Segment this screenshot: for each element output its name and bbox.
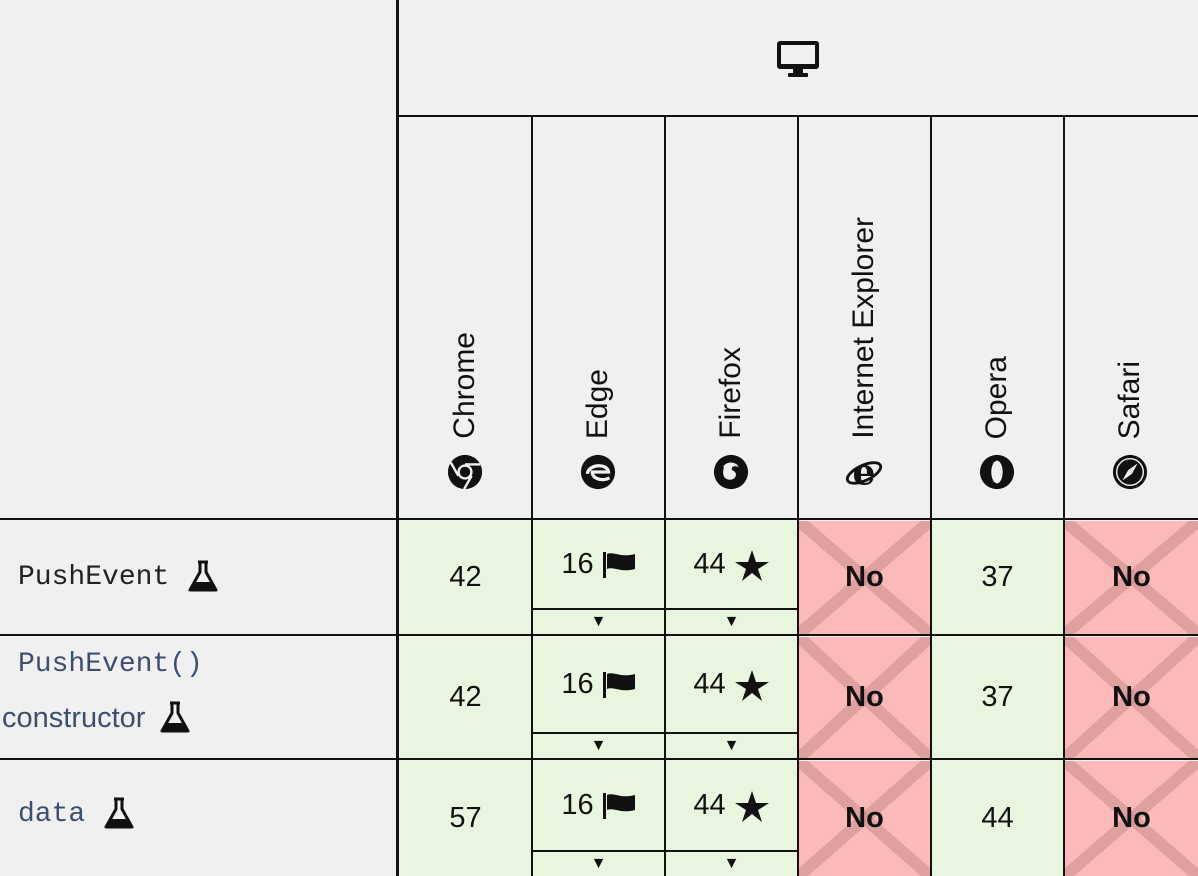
- star-icon: [734, 790, 769, 822]
- feature-link[interactable]: PushEvent(): [18, 649, 203, 680]
- support-cell-chrome[interactable]: 42: [400, 637, 531, 758]
- version-text: 44: [693, 789, 726, 821]
- browser-name: Firefox: [713, 347, 747, 439]
- browser-name: Chrome: [447, 332, 481, 439]
- feature-suffix: constructor: [2, 701, 146, 734]
- version-text: 44: [693, 548, 726, 580]
- version-text: 57: [449, 802, 482, 834]
- chevron-down-icon: ▼: [590, 737, 607, 754]
- expand-toggle[interactable]: ▼: [666, 608, 797, 634]
- expand-toggle[interactable]: ▼: [666, 732, 797, 758]
- table-divider: [396, 0, 399, 876]
- support-cell-safari[interactable]: No: [1065, 637, 1198, 758]
- version-text: 37: [981, 561, 1014, 593]
- version-text: 44: [693, 668, 726, 700]
- version-text: No: [845, 561, 884, 593]
- table-divider: [0, 758, 1198, 760]
- feature-name: data: [18, 798, 86, 830]
- support-cell-firefox[interactable]: 44 ▼: [666, 521, 797, 634]
- opera-icon: [979, 454, 1014, 490]
- version-text: 16: [561, 789, 594, 821]
- star-icon: [734, 549, 769, 581]
- desktop-icon: [777, 40, 819, 77]
- table-divider: [1063, 117, 1065, 876]
- support-cell-ie[interactable]: No: [799, 637, 930, 758]
- support-cell-ie[interactable]: No: [799, 521, 930, 634]
- browser-name: Safari: [1112, 360, 1146, 439]
- support-cell-edge[interactable]: 16 ▼: [533, 637, 664, 758]
- expand-toggle[interactable]: ▼: [533, 732, 664, 758]
- feature-name: PushEvent: [18, 561, 170, 593]
- internet-explorer-icon: e: [845, 453, 882, 491]
- support-cell-chrome[interactable]: 42: [400, 521, 531, 634]
- table-divider: [930, 117, 932, 876]
- browser-header-chrome: Chrome: [398, 117, 531, 519]
- support-cell-edge[interactable]: 16 ▼: [533, 521, 664, 634]
- table-divider: [531, 117, 533, 876]
- table-divider: [664, 117, 666, 876]
- edge-icon: [580, 454, 615, 490]
- browser-name: Internet Explorer: [846, 217, 880, 439]
- flask-icon: [160, 701, 190, 733]
- support-cell-safari[interactable]: No: [1065, 521, 1198, 634]
- chevron-down-icon: ▼: [590, 855, 607, 872]
- desktop-platform-header: [398, 0, 1198, 117]
- support-cell-firefox[interactable]: 44 ▼: [666, 761, 797, 876]
- svg-text:e: e: [852, 453, 875, 491]
- version-text: 42: [449, 681, 482, 713]
- chevron-down-icon: ▼: [723, 613, 740, 630]
- browser-name: Opera: [979, 355, 1013, 439]
- support-cell-ie[interactable]: No: [799, 761, 930, 876]
- version-text: 16: [561, 668, 594, 700]
- expand-toggle[interactable]: ▼: [533, 850, 664, 876]
- version-text: 16: [561, 548, 594, 580]
- version-text: No: [1112, 561, 1151, 593]
- version-text: No: [845, 802, 884, 834]
- safari-icon: [1112, 454, 1147, 490]
- flask-icon: [104, 797, 134, 829]
- firefox-icon: [713, 454, 748, 490]
- support-cell-safari[interactable]: No: [1065, 761, 1198, 876]
- version-text: 42: [449, 561, 482, 593]
- support-cell-opera[interactable]: 37: [932, 637, 1063, 758]
- browser-header-opera: Opera: [930, 117, 1063, 519]
- flag-icon: [602, 792, 635, 819]
- version-text: 44: [981, 802, 1014, 834]
- browser-header-firefox: Firefox: [664, 117, 797, 519]
- version-text: 37: [981, 681, 1014, 713]
- version-text: No: [845, 681, 884, 713]
- feature-row-data[interactable]: data: [18, 760, 135, 868]
- browser-header-safari: Safari: [1063, 117, 1196, 519]
- table-divider: [797, 117, 799, 876]
- star-icon: [734, 669, 769, 701]
- version-text: No: [1112, 802, 1151, 834]
- chevron-down-icon: ▼: [723, 855, 740, 872]
- feature-name: PushEvent(): [18, 649, 203, 680]
- flask-icon: [188, 560, 218, 592]
- browser-name: Edge: [580, 368, 614, 439]
- support-cell-opera[interactable]: 37: [932, 521, 1063, 634]
- expand-toggle[interactable]: ▼: [533, 608, 664, 634]
- flag-icon: [602, 551, 635, 578]
- chevron-down-icon: ▼: [723, 737, 740, 754]
- support-cell-chrome[interactable]: 57: [400, 761, 531, 876]
- support-cell-edge[interactable]: 16 ▼: [533, 761, 664, 876]
- chevron-down-icon: ▼: [590, 613, 607, 630]
- feature-row-pushevent: PushEvent: [18, 519, 219, 635]
- flag-icon: [602, 671, 635, 698]
- browser-header-internet-explorer: Internet Explorer e: [797, 117, 930, 519]
- support-cell-firefox[interactable]: 44 ▼: [666, 637, 797, 758]
- expand-toggle[interactable]: ▼: [666, 850, 797, 876]
- version-text: No: [1112, 681, 1151, 713]
- chrome-icon: [447, 454, 482, 490]
- table-divider: [0, 518, 1198, 520]
- feature-row-pushevent-constructor: PushEvent() constructor: [0, 637, 396, 758]
- table-divider: [398, 115, 1198, 117]
- table-divider: [0, 634, 1198, 636]
- support-cell-opera[interactable]: 44: [932, 761, 1063, 876]
- browser-header-edge: Edge: [531, 117, 664, 519]
